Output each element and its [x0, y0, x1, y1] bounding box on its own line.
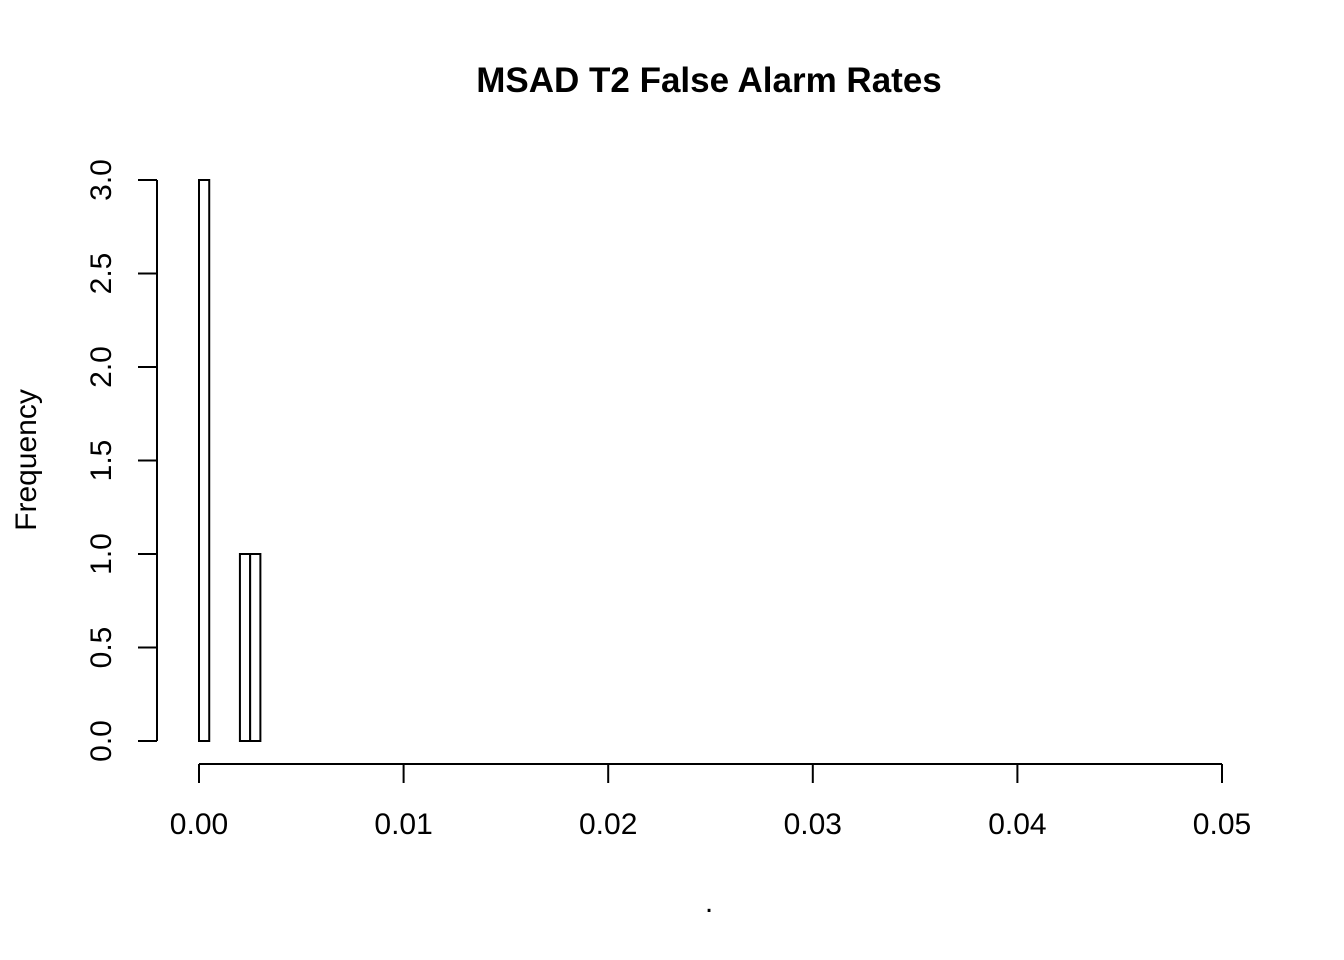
- histogram-bar: [249, 553, 262, 742]
- histogram-bar: [198, 179, 211, 742]
- x-tick-label: 0.03: [784, 808, 842, 841]
- y-tick-label: 2.5: [85, 253, 118, 295]
- x-tick-label: 0.02: [579, 808, 637, 841]
- y-tick-label: 1.0: [85, 533, 118, 575]
- y-tick-label: 1.5: [85, 440, 118, 482]
- y-tick-label: 0.0: [85, 720, 118, 762]
- y-axis: 0.0 0.5 1.0 1.5 2.0 2.5 3.0: [85, 159, 158, 762]
- histogram-bar: [238, 553, 252, 742]
- x-axis-label: .: [705, 886, 713, 919]
- chart-title: MSAD T2 False Alarm Rates: [476, 61, 942, 100]
- y-tick-label: 2.0: [85, 346, 118, 388]
- x-tick-label: 0.04: [988, 808, 1046, 841]
- bars-layer: [198, 179, 262, 742]
- y-tick-label: 3.0: [85, 159, 118, 201]
- x-tick-label: 0.05: [1193, 808, 1251, 841]
- x-axis: 0.00 0.01 0.02 0.03 0.04 0.05: [170, 763, 1251, 841]
- x-tick-label: 0.00: [170, 808, 228, 841]
- x-tick-label: 0.01: [374, 808, 432, 841]
- y-axis-label: Frequency: [10, 389, 43, 531]
- y-tick-label: 0.5: [85, 627, 118, 669]
